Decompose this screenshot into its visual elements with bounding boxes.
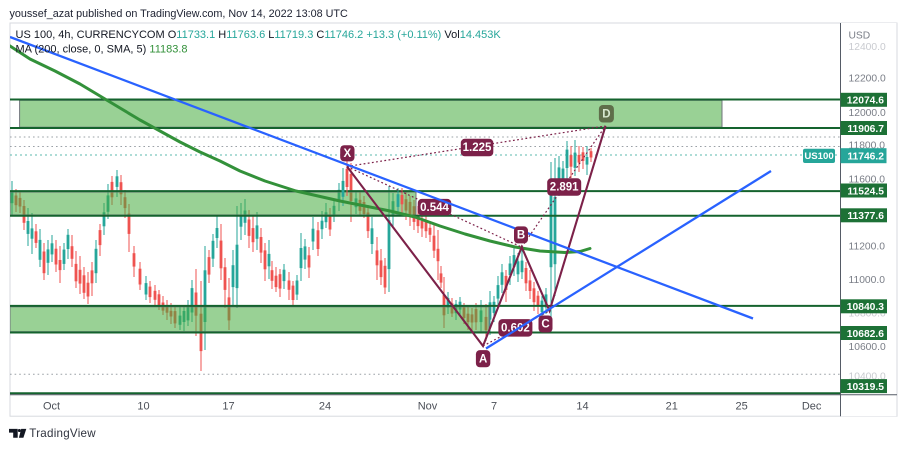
svg-text:10400.0: 10400.0 bbox=[849, 372, 886, 383]
svg-text:2.891: 2.891 bbox=[550, 182, 579, 194]
svg-text:12000.0: 12000.0 bbox=[849, 108, 886, 119]
svg-text:24: 24 bbox=[319, 400, 331, 412]
svg-text:1.225: 1.225 bbox=[463, 142, 492, 154]
svg-text:USD: USD bbox=[849, 31, 871, 42]
svg-text:youssef_azat published on Trad: youssef_azat published on TradingView.co… bbox=[10, 8, 349, 20]
svg-text:11524.5: 11524.5 bbox=[847, 186, 884, 197]
svg-text:0.544: 0.544 bbox=[420, 202, 449, 214]
svg-text:10800.0: 10800.0 bbox=[849, 309, 886, 320]
svg-text:11200.0: 11200.0 bbox=[849, 241, 886, 252]
svg-text:Dec: Dec bbox=[802, 400, 822, 412]
svg-text:10319.5: 10319.5 bbox=[847, 382, 884, 393]
svg-text:10600.0: 10600.0 bbox=[849, 342, 886, 353]
svg-text:10840.3: 10840.3 bbox=[847, 302, 884, 313]
svg-text:12200.0: 12200.0 bbox=[849, 74, 886, 85]
svg-text:11800.0: 11800.0 bbox=[849, 140, 886, 151]
svg-text:US100: US100 bbox=[804, 151, 833, 162]
svg-text:25: 25 bbox=[735, 400, 747, 412]
svg-text:17: 17 bbox=[222, 400, 234, 412]
svg-text:MA (200, close, 0, SMA, 5) 11: MA (200, close, 0, SMA, 5) 11183.8 bbox=[16, 44, 188, 56]
svg-text:12400.0: 12400.0 bbox=[849, 42, 886, 53]
svg-text:10682.6: 10682.6 bbox=[847, 329, 884, 340]
svg-text:14: 14 bbox=[576, 400, 588, 412]
svg-text:Oct: Oct bbox=[43, 400, 60, 412]
svg-text:21: 21 bbox=[666, 400, 678, 412]
svg-text:X: X bbox=[343, 148, 351, 160]
svg-text:10: 10 bbox=[137, 400, 149, 412]
svg-text:TradingView: TradingView bbox=[29, 427, 96, 440]
svg-text:US 100, 4h, CURRENCYCOM O1173: US 100, 4h, CURRENCYCOM O11733.1 H11763.… bbox=[16, 29, 502, 41]
svg-text:B: B bbox=[517, 230, 525, 242]
svg-text:11746.2: 11746.2 bbox=[847, 152, 884, 163]
svg-text:11600.0: 11600.0 bbox=[849, 174, 886, 185]
svg-text:D: D bbox=[602, 108, 610, 120]
svg-text:C: C bbox=[541, 319, 549, 331]
svg-text:11906.7: 11906.7 bbox=[847, 124, 884, 135]
svg-text:A: A bbox=[479, 353, 487, 365]
svg-text:Nov: Nov bbox=[418, 400, 438, 412]
svg-text:12074.6: 12074.6 bbox=[847, 96, 884, 107]
svg-text:11377.6: 11377.6 bbox=[847, 211, 884, 222]
svg-text:11000.0: 11000.0 bbox=[849, 275, 886, 286]
svg-text:7: 7 bbox=[491, 400, 497, 412]
